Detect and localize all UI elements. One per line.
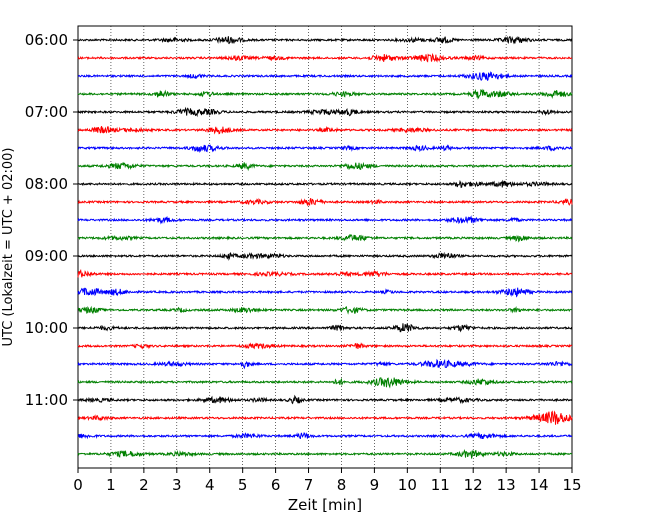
seismogram-trace [77, 179, 573, 189]
seismogram-trace [77, 269, 573, 278]
plot-frame [77, 25, 573, 469]
seismogram-trace [77, 305, 573, 315]
y-tick-label: 06:00 [25, 31, 68, 49]
seismogram-trace [77, 394, 573, 405]
seismogram-trace [77, 71, 573, 82]
y-tick-label: 10:00 [25, 319, 68, 337]
seismogram-trace [77, 125, 573, 135]
x-axis-ticks: 0 1 2 3 4 5 6 7 8 9 10 11 12 13 14 15 [73, 468, 582, 494]
x-tick-label: 3 [172, 476, 182, 494]
y-tick-label: 09:00 [25, 247, 68, 265]
seismogram-trace [77, 287, 573, 298]
x-tick-label: 1 [106, 476, 116, 494]
seismogram-trace [77, 323, 573, 333]
x-tick-label: 0 [73, 476, 83, 494]
seismogram-trace [77, 106, 573, 118]
x-tick-label: 8 [337, 476, 347, 494]
seismogram-trace [77, 358, 573, 370]
seismogram-trace [77, 52, 573, 63]
x-tick-label: 6 [271, 476, 281, 494]
seismogram-trace [77, 88, 573, 100]
seismogram-trace [77, 197, 573, 207]
x-tick-label: 14 [530, 476, 549, 494]
x-tick-label: 13 [497, 476, 516, 494]
y-tick-label: 07:00 [25, 103, 68, 121]
x-tick-label: 11 [431, 476, 450, 494]
x-tick-label: 7 [304, 476, 314, 494]
seismogram-traces [77, 35, 573, 460]
y-tick-label: 11:00 [25, 391, 68, 409]
seismogram-trace [77, 431, 573, 440]
seismogram-trace [77, 449, 573, 460]
seismogram-trace [77, 342, 573, 350]
x-tick-label: 2 [139, 476, 149, 494]
x-tick-label: 10 [398, 476, 417, 494]
seismogram-trace [77, 410, 573, 425]
y-axis-label: UTC (Lokalzeit = UTC + 02:00) [1, 148, 16, 347]
seismogram-trace [77, 251, 573, 261]
x-tick-label: 12 [464, 476, 483, 494]
seismogram-trace [77, 377, 573, 389]
x-tick-label: 9 [370, 476, 380, 494]
x-axis-label: Zeit [min] [288, 496, 362, 514]
seismogram-trace [77, 144, 573, 153]
x-tick-label: 4 [205, 476, 215, 494]
seismogram-trace [77, 161, 573, 172]
seismogram-trace [77, 35, 573, 45]
y-tick-label: 08:00 [25, 175, 68, 193]
seismogram-trace [77, 233, 573, 243]
x-tick-label: 5 [238, 476, 248, 494]
x-tick-label: 15 [562, 476, 581, 494]
y-axis-ticks: 06:00 07:00 08:00 09:00 10:00 11:00 [25, 31, 78, 409]
seismogram-trace [77, 215, 573, 225]
